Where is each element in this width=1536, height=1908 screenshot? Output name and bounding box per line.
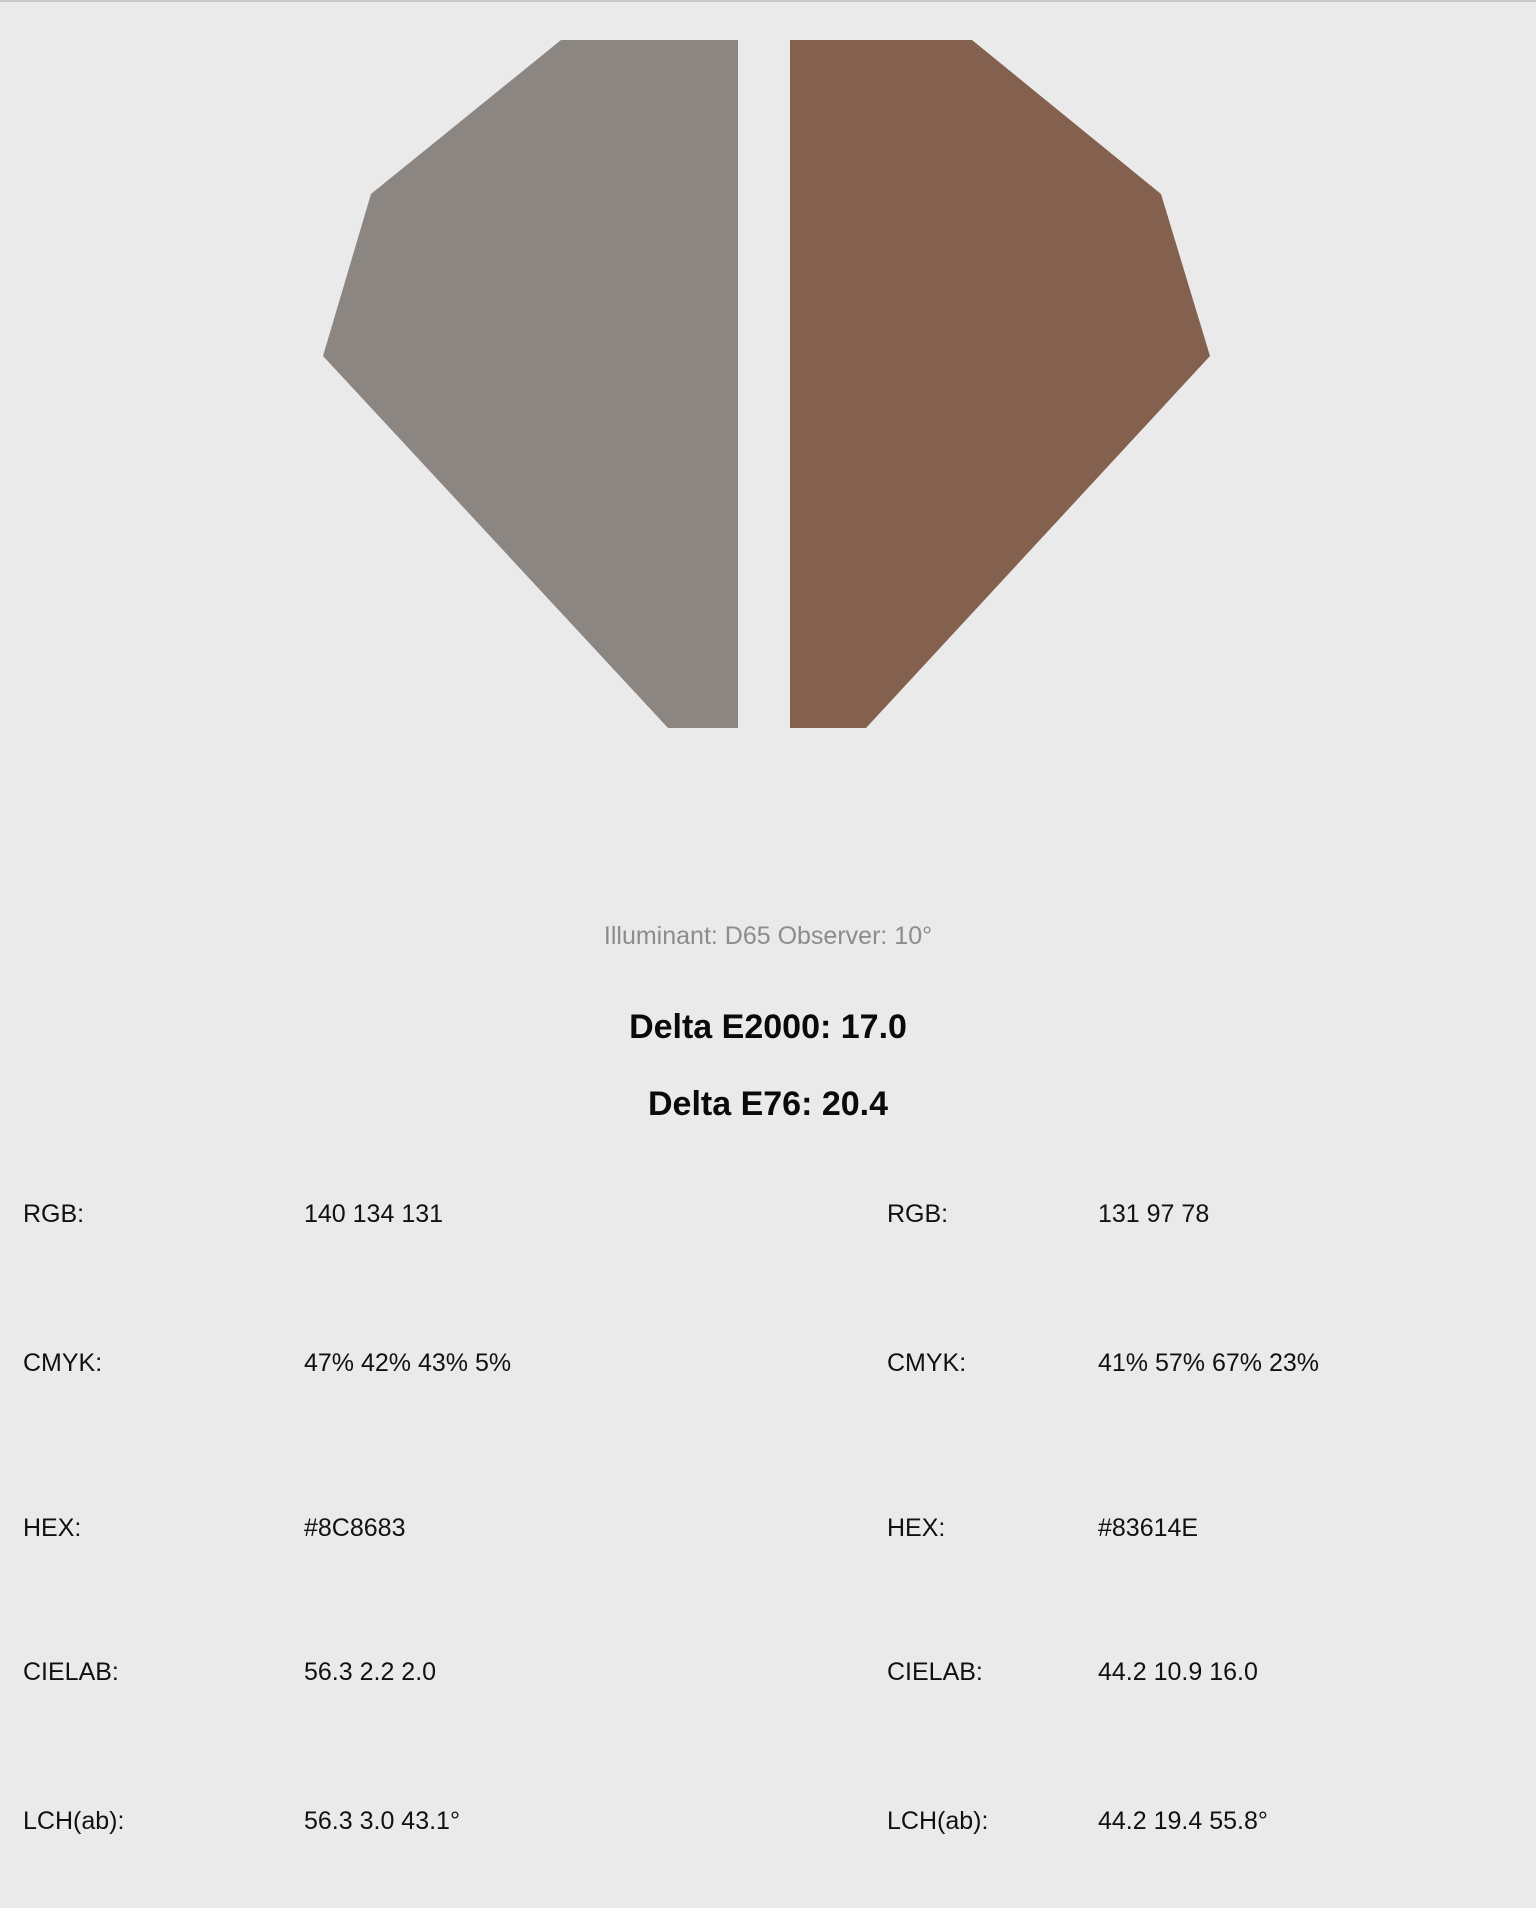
cielab-value-right: 44.2 10.9 16.0 xyxy=(1098,1658,1258,1686)
cmyk-value-right: 41% 57% 67% 23% xyxy=(1098,1349,1319,1377)
lch-value-left: 56.3 3.0 43.1° xyxy=(304,1807,460,1835)
cmyk-label-right: CMYK: xyxy=(887,1349,967,1377)
rgb-row: RGB: 140 134 131 RGB: 131 97 78 xyxy=(0,1194,1536,1234)
lch-label-left: LCH(ab): xyxy=(23,1807,125,1835)
lch-label-right: LCH(ab): xyxy=(887,1807,989,1835)
cmyk-label-left: CMYK: xyxy=(23,1349,103,1377)
cielab-label-left: CIELAB: xyxy=(23,1658,119,1686)
rgb-value-left: 140 134 131 xyxy=(304,1200,444,1228)
delta-e2000-value: Delta E2000: 17.0 xyxy=(629,1008,907,1046)
cielab-value-left: 56.3 2.2 2.0 xyxy=(304,1658,437,1686)
rgb-value-right: 131 97 78 xyxy=(1098,1200,1210,1228)
hex-label-right: HEX: xyxy=(887,1514,946,1542)
rgb-label-left: RGB: xyxy=(23,1200,85,1228)
cielab-label-right: CIELAB: xyxy=(887,1658,983,1686)
cmyk-value-left: 47% 42% 43% 5% xyxy=(304,1349,512,1377)
top-border xyxy=(0,0,1536,2)
lch-row: LCH(ab): 56.3 3.0 43.1° LCH(ab): 44.2 19… xyxy=(0,1801,1536,1841)
hex-value-left: #8C8683 xyxy=(304,1514,406,1542)
delta-e76-value: Delta E76: 20.4 xyxy=(647,1085,889,1123)
hex-row: HEX: #8C8683 HEX: #83614E xyxy=(0,1508,1536,1548)
left-color-swatch xyxy=(323,40,738,728)
lch-value-right: 44.2 19.4 55.8° xyxy=(1098,1807,1268,1835)
cielab-row: CIELAB: 56.3 2.2 2.0 CIELAB: 44.2 10.9 1… xyxy=(0,1652,1536,1692)
hex-value-right: #83614E xyxy=(1098,1514,1199,1542)
rgb-label-right: RGB: xyxy=(887,1200,949,1228)
illuminant-observer-caption: Illuminant: D65 Observer: 10° xyxy=(603,922,933,950)
right-color-swatch xyxy=(790,40,1210,728)
color-comparison-swatches xyxy=(323,40,1210,728)
hex-label-left: HEX: xyxy=(23,1514,82,1542)
cmyk-row: CMYK: 47% 42% 43% 5% CMYK: 41% 57% 67% 2… xyxy=(0,1343,1536,1383)
